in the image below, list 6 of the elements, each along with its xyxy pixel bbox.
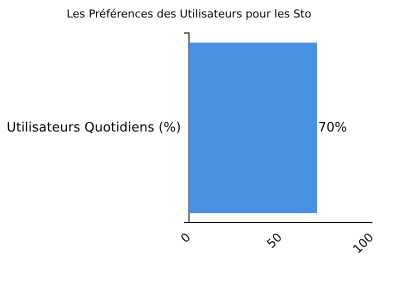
x-tick-label: 50	[264, 230, 285, 251]
x-tick-label: 100	[350, 230, 376, 256]
y-tick-label: Utilisateurs Quotidiens (%)	[6, 120, 181, 136]
chart-title: Les Préférences des Utilisateurs pour les Sto	[66, 7, 312, 20]
x-tick-label: 0	[178, 230, 194, 246]
data-label: 70%	[318, 120, 348, 136]
